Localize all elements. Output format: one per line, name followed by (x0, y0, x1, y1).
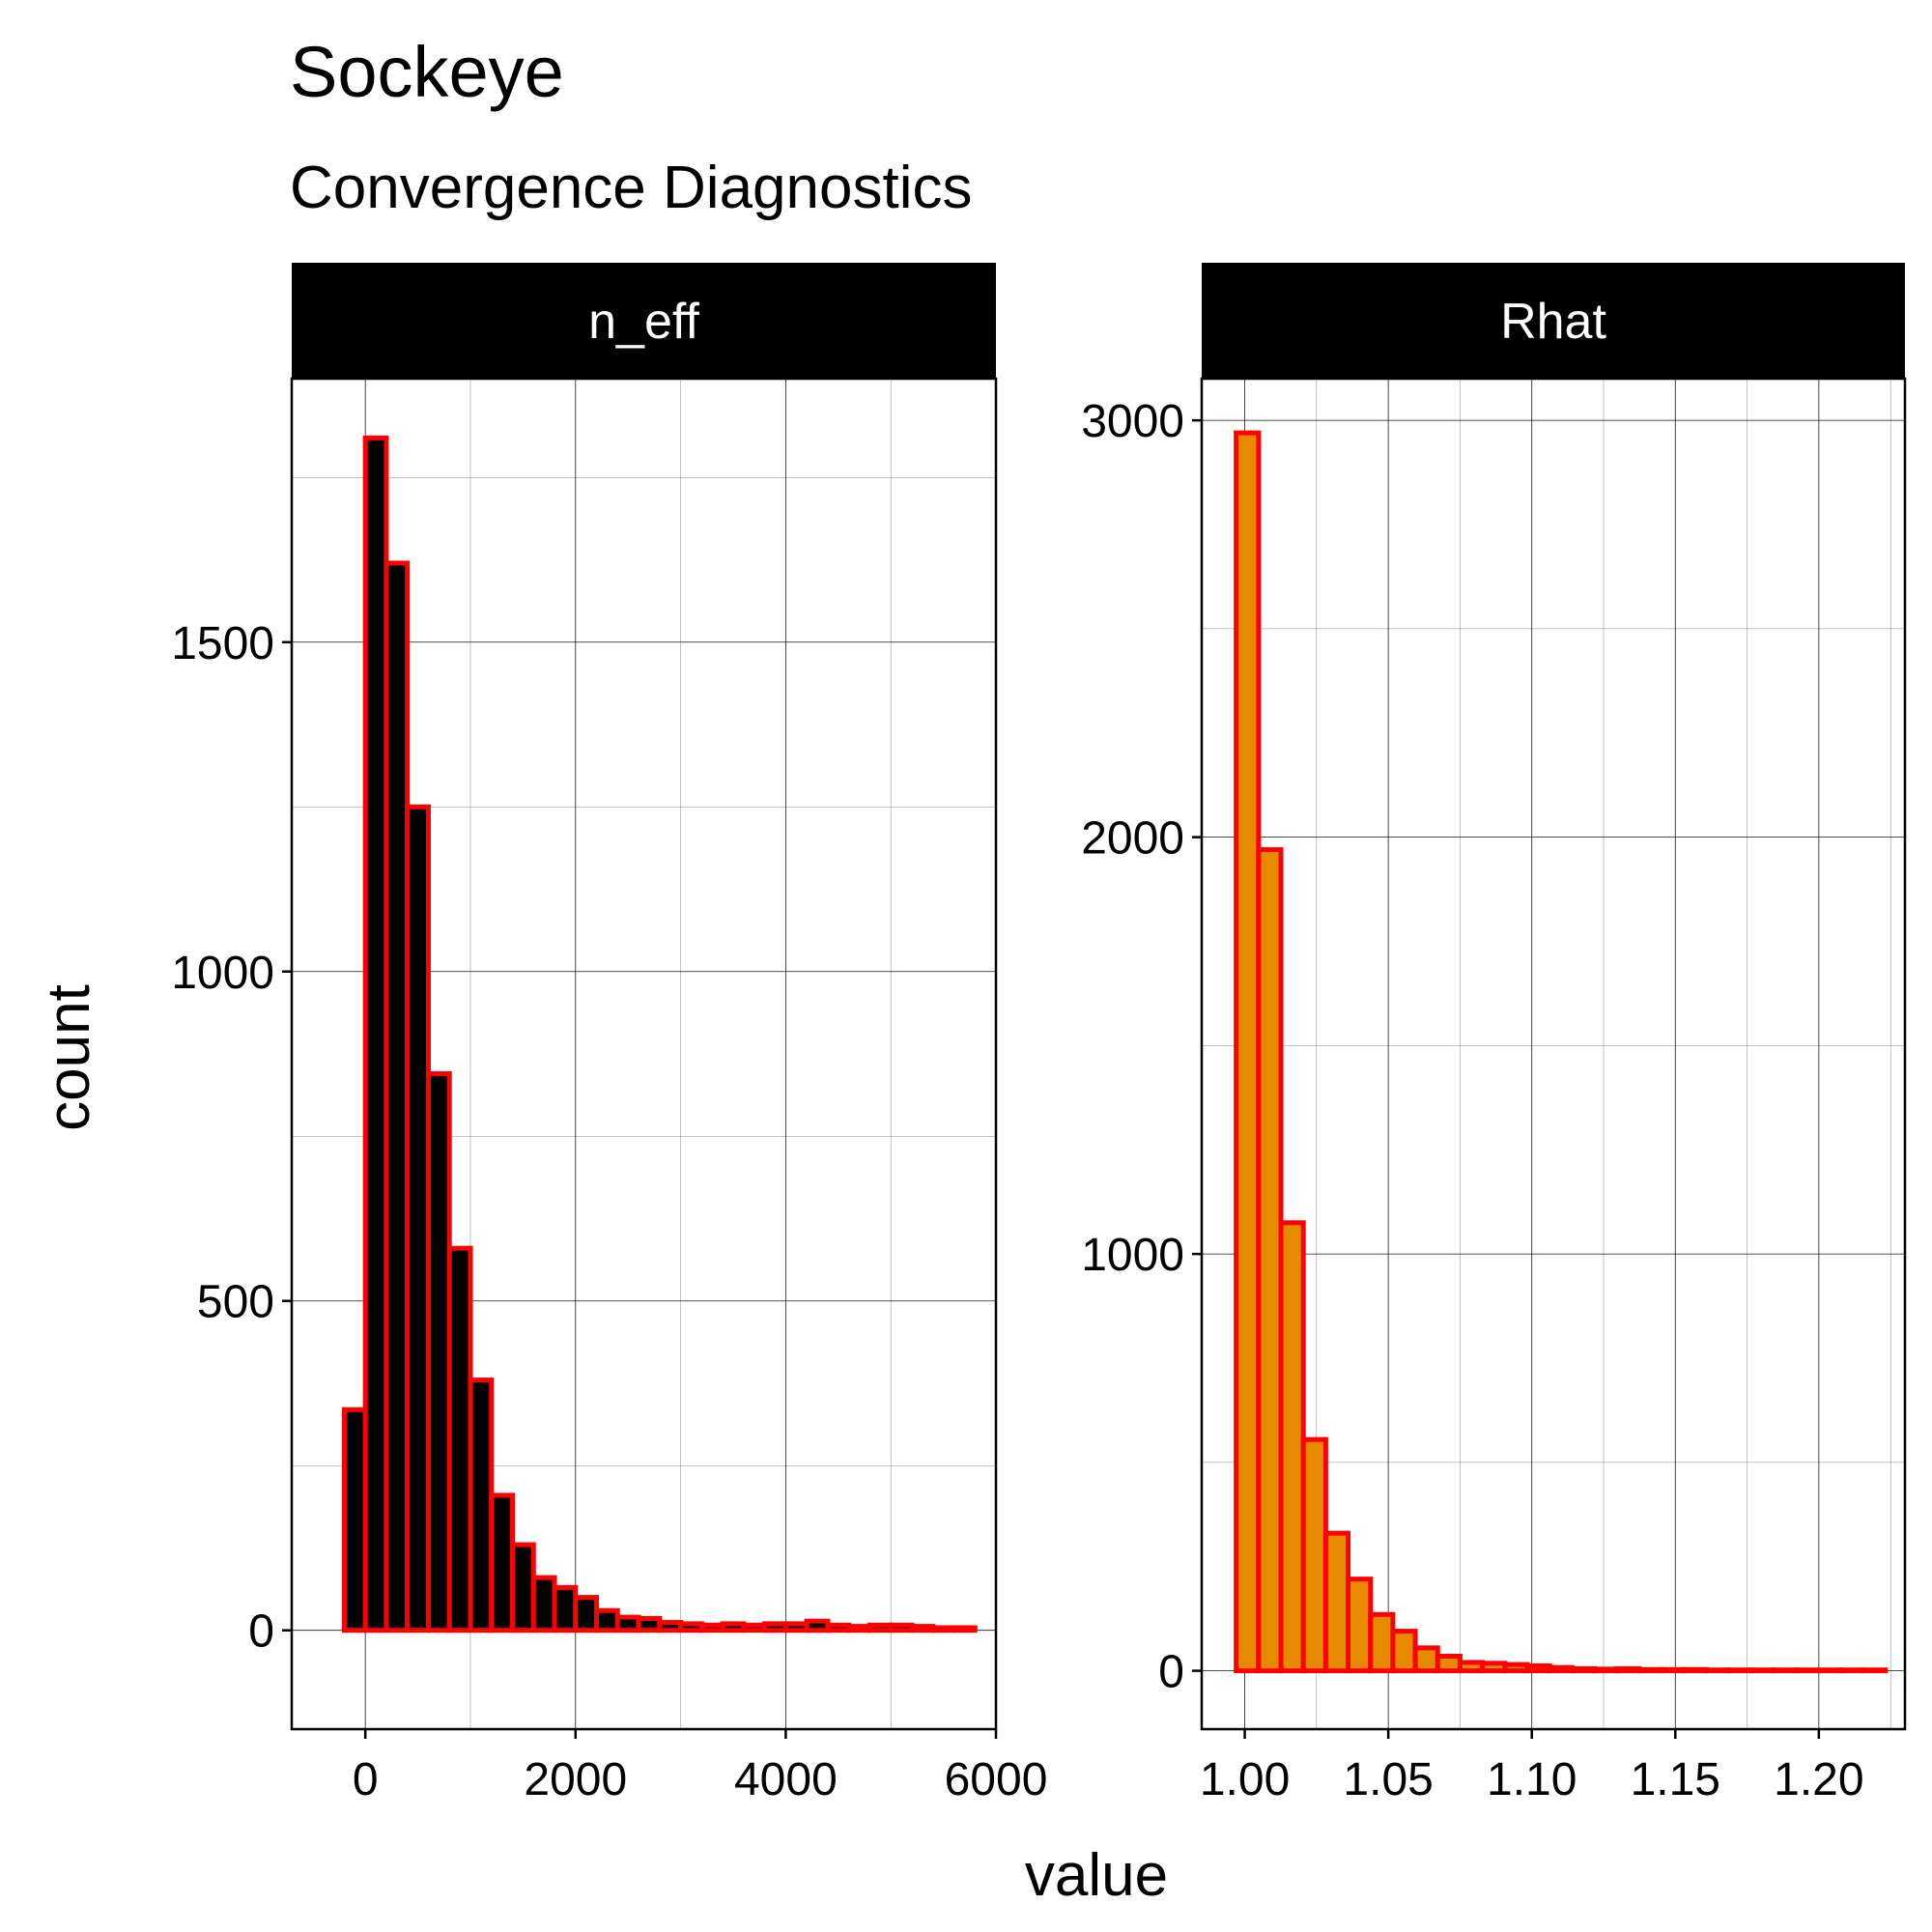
x-tick-label: 0 (353, 1754, 379, 1805)
histogram-bar (1703, 1667, 1732, 1674)
histogram-bar (384, 560, 411, 1634)
histogram-bar (489, 1492, 515, 1634)
histogram-bar (867, 1622, 894, 1634)
x-tick-label: 1.20 (1774, 1754, 1863, 1805)
histogram-bar (1837, 1667, 1866, 1674)
panel-n_eff: n_eff 0 2000 4000 6000 0 500 1000 1500 (171, 263, 1047, 1805)
histogram-bar (888, 1622, 915, 1634)
histogram-bar (1771, 1667, 1799, 1674)
y-axis-title: count (36, 984, 102, 1131)
histogram-bar (657, 1620, 684, 1634)
histogram-bar (1726, 1667, 1754, 1674)
histogram-bar (1502, 1662, 1530, 1674)
histogram-bar (720, 1621, 747, 1634)
histogram-bar (678, 1621, 704, 1634)
y-tick-label: 2000 (1081, 813, 1184, 865)
y-tick-label: 500 (197, 1277, 274, 1328)
histogram-bar (573, 1595, 600, 1634)
histogram-bar (1636, 1666, 1664, 1674)
histogram-bar (1524, 1662, 1552, 1674)
histogram-bar (1278, 1220, 1306, 1674)
y-tick-label: 1500 (171, 618, 274, 669)
histogram-bar (1435, 1653, 1463, 1674)
histogram-bar (762, 1621, 788, 1634)
histogram-bar (425, 1070, 452, 1634)
histogram-bar (1256, 847, 1284, 1674)
histogram-bar (1614, 1665, 1642, 1674)
facet-strip-label: n_eff (588, 294, 699, 350)
histogram-bar (909, 1624, 936, 1634)
x-tick-label: 1.00 (1200, 1754, 1290, 1805)
facet-strip-label: Rhat (1500, 294, 1606, 350)
histogram-bar (1457, 1660, 1486, 1674)
histogram-bar (930, 1625, 956, 1634)
histogram-bar (1346, 1577, 1374, 1674)
histogram-bar (530, 1575, 557, 1634)
histogram-bar (1547, 1664, 1575, 1674)
y-tick-label: 3000 (1081, 396, 1184, 447)
histogram-bar (1861, 1667, 1889, 1674)
histogram-bar (614, 1614, 641, 1634)
facet-panels: n_eff 0 2000 4000 6000 0 500 1000 1500 Rhat 1.00 1.… (171, 263, 1907, 1805)
histogram-bar (1480, 1661, 1508, 1674)
x-tick-label: 4000 (734, 1754, 838, 1805)
histogram-bar (405, 804, 431, 1634)
x-tick-label: 6000 (945, 1754, 1048, 1805)
x-tick-label: 1.05 (1343, 1754, 1433, 1805)
histogram-bar (509, 1542, 536, 1634)
histogram-bar (468, 1378, 495, 1634)
histogram-bar (636, 1615, 663, 1634)
histogram-bar (804, 1618, 831, 1634)
histogram-bar (1368, 1611, 1396, 1674)
histogram-bar (698, 1622, 725, 1634)
histogram-bar (782, 1621, 810, 1634)
facet-strip (1202, 263, 1905, 379)
x-tick-label: 1.10 (1487, 1754, 1577, 1805)
panel-Rhat: Rhat 1.00 1.05 1.10 1.15 1.20 0 1000 2000 3000 (1081, 263, 1907, 1805)
chart-title: Sockeye (290, 32, 564, 112)
histogram-bar (825, 1622, 852, 1634)
histogram-bar (1390, 1629, 1418, 1674)
y-tick-label: 1000 (171, 948, 274, 999)
histogram-bar (741, 1622, 768, 1634)
histogram-bar (1569, 1665, 1597, 1674)
histogram-bar (362, 435, 389, 1634)
y-tick-label: 0 (248, 1606, 274, 1658)
histogram-bar (1591, 1666, 1620, 1674)
histogram-bar (1815, 1667, 1843, 1674)
histogram-bar (951, 1625, 978, 1634)
histogram-bar (1412, 1645, 1440, 1674)
y-tick-label: 0 (1158, 1647, 1184, 1698)
histogram-bar (1322, 1530, 1351, 1674)
panel-border (290, 377, 998, 1731)
histogram-bar (846, 1624, 872, 1634)
histogram-bar (1748, 1667, 1776, 1674)
histogram-bar (1300, 1436, 1328, 1674)
histogram-bar (341, 1406, 368, 1634)
facet-strip (292, 263, 996, 379)
chart-subtitle: Convergence Diagnostics (290, 155, 973, 221)
histogram-bar (1659, 1666, 1687, 1674)
panel-border (1200, 377, 1907, 1731)
histogram-bar (552, 1584, 579, 1634)
x-axis-title: value (1025, 1842, 1168, 1909)
histogram-bar (1234, 430, 1262, 1674)
x-tick-label: 2000 (524, 1754, 627, 1805)
histogram-bar (594, 1607, 620, 1634)
x-tick-label: 1.15 (1631, 1754, 1720, 1805)
histogram-bar (446, 1245, 473, 1634)
y-tick-label: 1000 (1081, 1230, 1184, 1281)
histogram-bar (1793, 1667, 1821, 1674)
histogram-bar (1681, 1666, 1709, 1674)
